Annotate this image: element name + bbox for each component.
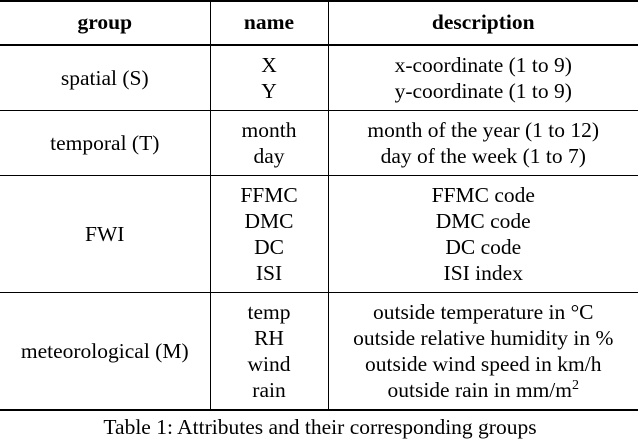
attribute-names: month day <box>210 110 329 176</box>
group-label: meteorological (M) <box>0 292 211 410</box>
attribute-description: day of the week (1 to 7) <box>380 144 586 168</box>
attribute-name: DMC <box>244 209 294 233</box>
group-label: spatial (S) <box>0 45 211 111</box>
attribute-descriptions: x-coordinate (1 to 9) y-coordinate (1 to… <box>328 45 638 111</box>
rain-description-text: outside rain in mm/m <box>387 378 573 402</box>
attribute-description: y-coordinate (1 to 9) <box>394 79 572 103</box>
attribute-descriptions: outside temperature in °C outside relati… <box>328 293 638 411</box>
attribute-description: FFMC code <box>431 183 535 207</box>
attribute-description: DC code <box>445 235 522 259</box>
table-header-row: group name description <box>0 0 638 46</box>
rain-unit-exponent: 2 <box>572 377 580 393</box>
attribute-description: outside temperature in °C <box>372 300 594 324</box>
table-caption: Table 1: Attributes and their correspond… <box>103 415 537 439</box>
attribute-name: day <box>253 144 285 168</box>
attribute-description: ISI index <box>443 261 523 285</box>
attribute-description: DMC code <box>435 209 531 233</box>
attribute-description: outside rain in mm/m2 <box>329 377 639 403</box>
table-row: FWI FFMC DMC DC ISI FFMC code DMC code D… <box>0 175 638 293</box>
attribute-name: FFMC <box>240 183 298 207</box>
attribute-description: outside relative humidity in % <box>353 326 614 350</box>
header-name: name <box>210 0 329 46</box>
attribute-name: Y <box>261 79 277 103</box>
attributes-table: group name description spatial (S) X Y x… <box>0 0 638 411</box>
group-temporal: temporal (T) month day month of the year… <box>0 110 638 176</box>
attribute-name: RH <box>254 326 284 350</box>
attribute-name: rain <box>252 378 286 402</box>
attribute-name: ISI <box>255 261 283 285</box>
group-meteorological: meteorological (M) temp RH wind rain out… <box>0 292 638 411</box>
table-row: temporal (T) month day month of the year… <box>0 110 638 176</box>
attribute-name: wind <box>247 352 291 376</box>
attribute-description: month of the year (1 to 12) <box>367 118 600 142</box>
attribute-names: temp RH wind rain <box>210 292 329 410</box>
attribute-names: FFMC DMC DC ISI <box>210 175 329 293</box>
group-label: FWI <box>0 175 211 293</box>
attribute-description: outside wind speed in km/h <box>365 352 602 376</box>
table-row: meteorological (M) temp RH wind rain out… <box>0 292 638 411</box>
attribute-description: x-coordinate (1 to 9) <box>394 53 572 77</box>
attribute-descriptions: month of the year (1 to 12) day of the w… <box>328 111 638 176</box>
table-row: spatial (S) X Y x-coordinate (1 to 9) y-… <box>0 45 638 111</box>
header-group: group <box>0 0 211 46</box>
group-spatial: spatial (S) X Y x-coordinate (1 to 9) y-… <box>0 45 638 111</box>
attribute-name: DC <box>254 235 284 259</box>
attribute-name: X <box>261 53 277 77</box>
attribute-descriptions: FFMC code DMC code DC code ISI index <box>328 176 638 293</box>
header-description: description <box>328 0 638 46</box>
attribute-name: temp <box>247 300 291 324</box>
attribute-name: month <box>241 118 297 142</box>
group-label: temporal (T) <box>0 110 211 176</box>
group-fwi: FWI FFMC DMC DC ISI FFMC code DMC code D… <box>0 175 638 293</box>
attribute-names: X Y <box>210 45 329 111</box>
